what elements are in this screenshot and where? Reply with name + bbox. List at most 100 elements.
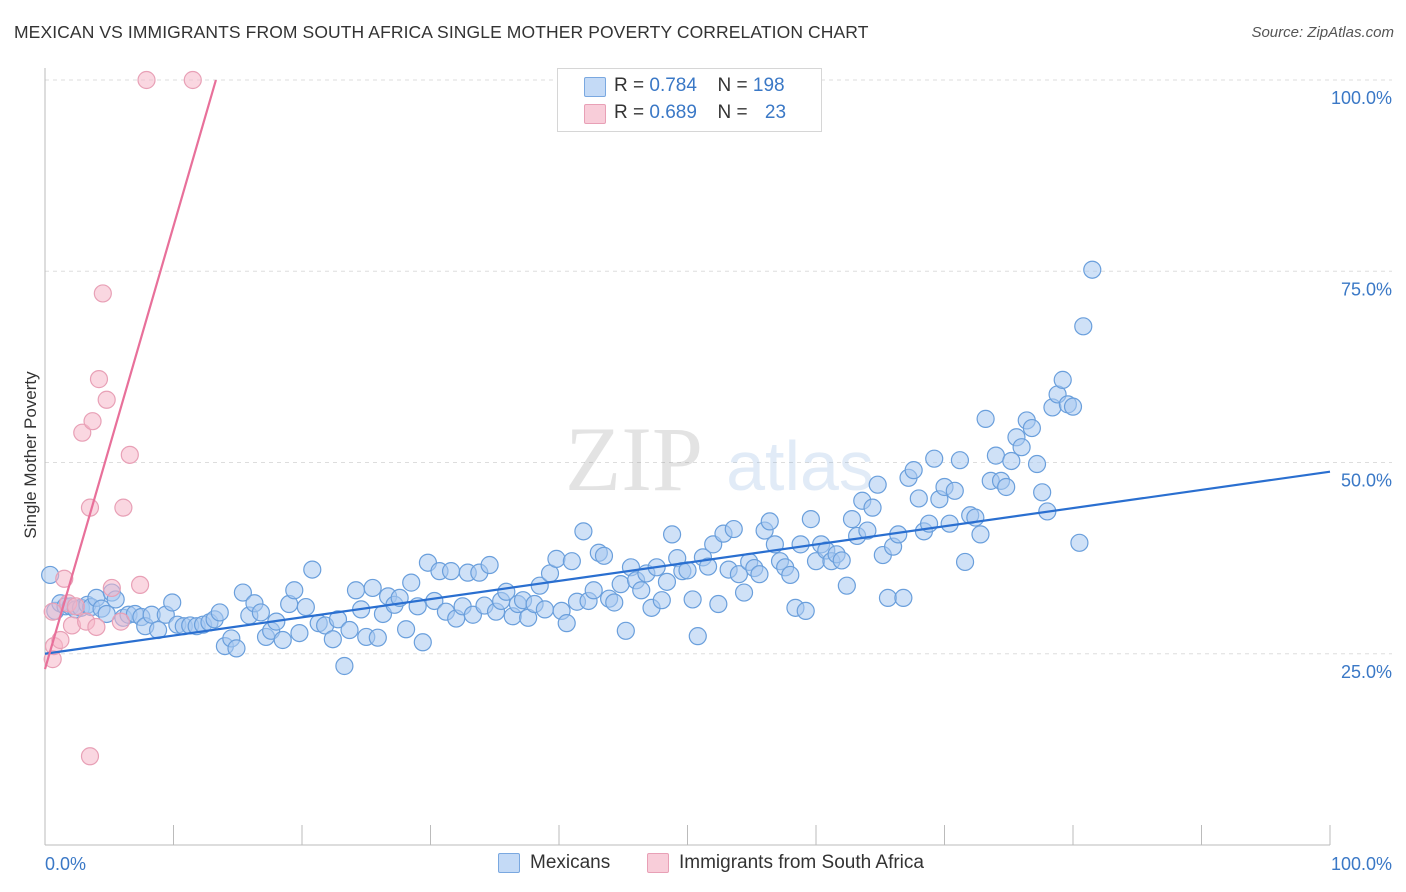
mexicans-point (290, 623, 309, 643)
mexicans-point (1083, 260, 1102, 279)
mexicans-point (1012, 438, 1031, 457)
mexicans-point (729, 565, 749, 584)
mexicans-point (698, 557, 718, 576)
mexicans-point (976, 409, 995, 428)
mexicans-point (1002, 451, 1021, 471)
south-africa-point (130, 575, 150, 595)
mexicans-point (796, 601, 815, 621)
trend-line-mexicans (44, 470, 1331, 655)
stats-legend: R = 0.784 N = 198 R = 0.689 N = 23 (557, 68, 822, 132)
mexicans-point (396, 620, 416, 639)
legend-swatch-blue (584, 77, 606, 97)
mexicans-point (557, 614, 576, 633)
mexicans-point (227, 639, 246, 658)
south-africa-point (120, 445, 139, 464)
south-africa-point (80, 747, 100, 766)
south-africa-point (73, 423, 92, 442)
mexicans-point (868, 475, 887, 494)
mexicans-point (413, 633, 432, 652)
y-tick-labels: 25.0% 50.0% 75.0% 100.0% (1331, 88, 1392, 682)
mexicans-point (346, 581, 366, 600)
legend-n-value-south-africa: 23 (764, 102, 787, 123)
mexicans-point (480, 555, 499, 575)
mexicans-point (858, 521, 877, 540)
south-africa-point (183, 70, 202, 90)
mexicans-point (285, 581, 304, 600)
mexicans-point (652, 591, 671, 610)
mexicans-point (340, 620, 359, 640)
mexicans-point (562, 552, 581, 571)
mexicans-point (709, 594, 728, 614)
legend-r-value-south-africa: 0.689 (649, 102, 697, 123)
x-tick-labels: 0.0% 100.0% (45, 854, 1392, 874)
y-tick-label-50: 50.0% (1341, 471, 1392, 491)
legend-r-value-mexicans: 0.784 (649, 75, 697, 96)
bottom-legend-label-south-africa: Immigrants from South Africa (679, 852, 924, 873)
mexicans-point (791, 535, 810, 554)
mexicans-point (683, 590, 702, 609)
legend-n-value-mexicans: 198 (752, 75, 785, 96)
south-africa-point (55, 569, 74, 588)
south-africa-point (114, 498, 133, 517)
mexicans-point (296, 597, 315, 617)
mexicans-point (750, 565, 769, 584)
mexicans-point (616, 621, 635, 640)
legend-swatch-blue (498, 853, 520, 873)
mexicans-point (801, 510, 820, 529)
legend-swatch-pink (584, 104, 606, 124)
y-tick-label-75: 75.0% (1341, 279, 1392, 299)
mexicans-point (909, 489, 928, 508)
mexicans-point (657, 572, 677, 591)
mexicans-point (688, 627, 707, 646)
watermark-zip: ZIP (565, 408, 703, 510)
mexicans-point (724, 519, 743, 539)
mexicans-point (1070, 533, 1089, 552)
mexicans-point (1027, 454, 1047, 474)
mexicans-point (574, 522, 593, 541)
mexicans-point (368, 628, 387, 647)
mexicans-point (945, 481, 964, 500)
watermark: ZIP atlas (565, 408, 874, 510)
mexicans-point (878, 588, 898, 608)
mexicans-point (950, 451, 970, 470)
mexicans-point (832, 551, 851, 570)
mexicans-point (955, 552, 975, 572)
mexicans-point (210, 603, 229, 622)
mexicans-point (837, 576, 856, 595)
mexicans-point (335, 656, 354, 676)
mexicans-point (303, 560, 322, 579)
mexicans-point (441, 562, 461, 581)
mexicans-point (781, 565, 800, 585)
mexicans-point (425, 591, 444, 611)
mexicans-point (760, 512, 779, 531)
mexicans-point (535, 600, 554, 619)
south-africa-point (97, 390, 116, 409)
x-tick-label-max: 100.0% (1331, 854, 1392, 874)
mexicans-point (1074, 317, 1093, 336)
x-tick-label-min: 0.0% (45, 854, 86, 874)
series-immigrants-south-africa (43, 70, 202, 766)
mexicans-point (1063, 397, 1083, 416)
y-axis-title: Single Mother Poverty (21, 371, 40, 539)
mexicans-point (611, 575, 630, 594)
mexicans-point (632, 581, 651, 600)
mexicans-point (662, 525, 682, 544)
mexicans-point (925, 449, 944, 468)
south-africa-point (102, 578, 121, 598)
mexicans-point (163, 593, 182, 612)
mexicans-point (584, 581, 603, 600)
trend-lines (43, 79, 1331, 670)
legend-n-label: N = (717, 75, 748, 96)
mexicans-point (1033, 483, 1052, 502)
mexicans-point (251, 603, 270, 622)
mexicans-point (863, 498, 882, 517)
south-africa-point (137, 70, 156, 90)
mexicans-point (233, 583, 252, 602)
mexicans-point (842, 510, 862, 529)
source-label: Source: ZipAtlas.com (1251, 24, 1394, 41)
trend-line-south-africa (43, 79, 217, 670)
mexicans-point (765, 535, 784, 554)
mexicans-point (594, 546, 614, 565)
mexicans-point (547, 549, 566, 568)
mexicans-point (734, 583, 754, 602)
